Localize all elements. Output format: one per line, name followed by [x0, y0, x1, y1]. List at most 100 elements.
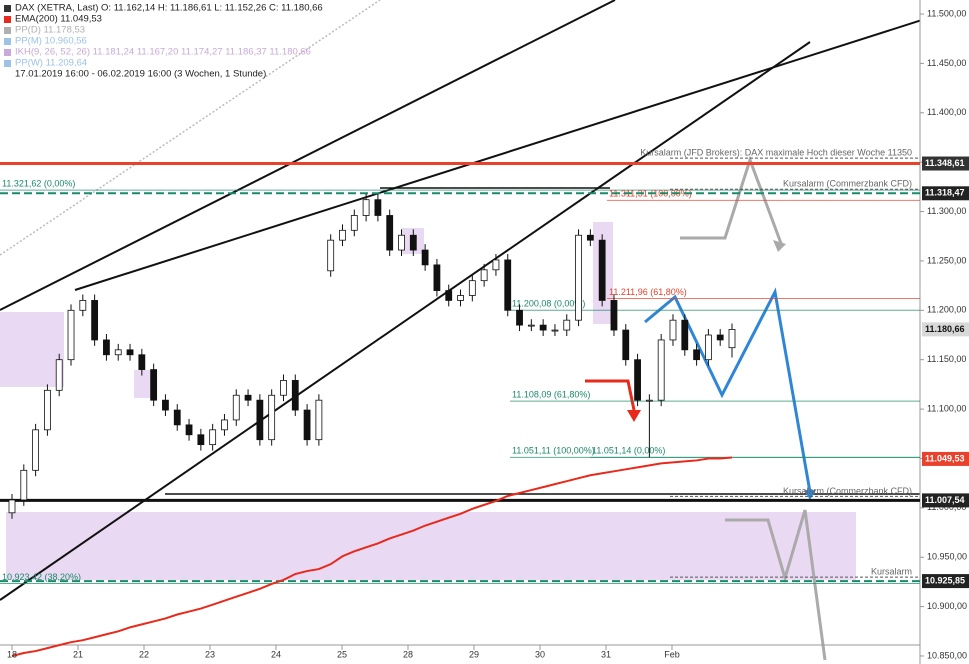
candle-body [433, 264, 441, 291]
candle-body [457, 295, 464, 301]
candle-body [114, 349, 122, 356]
candle-body [374, 199, 382, 216]
candle-body [575, 234, 582, 321]
candle-body [362, 199, 370, 216]
legend-text: IKH(9, 26, 52, 26) 11.181,24 11.167,20 1… [15, 47, 311, 58]
x-tick-label: 24 [271, 649, 281, 659]
price-tag-label: 11.348,61 [925, 158, 965, 168]
candle-body [516, 309, 523, 326]
y-tick-label: 11.500,00 [927, 8, 966, 18]
candle-body [634, 359, 641, 401]
y-tick-label: 11.250,00 [927, 255, 966, 265]
legend-text: EMA(200) 11.049,53 [15, 14, 102, 25]
fib-label: 11.051,11 (100,00%) [512, 446, 595, 456]
legend-swatch [4, 49, 11, 56]
price-tag-label: 11.180,66 [925, 324, 965, 334]
candle-body [256, 399, 264, 441]
alert-label: Kursalarm (Commerzbank CFD) [783, 486, 912, 496]
candle-body [468, 280, 476, 296]
candle-body [268, 394, 276, 441]
y-tick-label: 10.850,00 [927, 650, 967, 660]
candle-body [20, 469, 28, 501]
candle-body [221, 419, 228, 431]
candle-body [209, 429, 217, 446]
trendlines [0, 0, 969, 601]
candle-body [197, 434, 205, 446]
candle-body [563, 319, 571, 331]
legend-swatch [4, 38, 11, 45]
candle-body [704, 334, 712, 361]
candle-body [480, 269, 488, 282]
fib-label: 11.051,14 (0,00%) [592, 446, 665, 456]
candle-body [716, 334, 724, 341]
y-tick-label: 11.100,00 [927, 403, 966, 413]
candle-body [303, 409, 311, 441]
plot: 11.321,62 (0,00%)10.923,42 (38,20%)11.31… [0, 148, 920, 657]
candle-body [350, 215, 358, 231]
fib-label: 11.321,62 (0,00%) [2, 179, 75, 189]
candle-body [291, 380, 299, 411]
candle-body [610, 300, 618, 331]
alert-label: Kursalarm (JFD Brokers): DAX maximale Ho… [640, 148, 912, 158]
x-tick-label: Feb [664, 649, 680, 659]
projections [585, 155, 827, 661]
candle-body [421, 249, 429, 266]
candle-body [244, 394, 252, 401]
price-tag [922, 186, 969, 201]
y-tick-label: 11.450,00 [927, 58, 966, 68]
candle-body [728, 329, 736, 349]
candle-body [622, 329, 630, 361]
price-tag-label: 11.049,53 [925, 453, 965, 463]
y-tick-label: 10.950,00 [927, 552, 967, 562]
candle-body [657, 339, 665, 401]
candle-body [315, 399, 323, 441]
candle-body [232, 394, 240, 421]
candle-body [504, 259, 512, 311]
ema-line [11, 456, 733, 657]
candle-body [586, 234, 594, 241]
candle-body [681, 319, 689, 351]
y-tick-label: 10.900,00 [927, 601, 967, 611]
x-tick-label: 23 [205, 649, 215, 659]
legend-text: PP(M) 10.960,56 [15, 36, 87, 47]
price-tag [922, 493, 969, 508]
candle-body [645, 399, 653, 402]
price-tag-label: 11.318,47 [925, 188, 965, 198]
legend-text: PP(D) 11.178,53 [15, 25, 85, 36]
candle-body [398, 234, 405, 251]
price-tag [922, 322, 969, 337]
candle-body [280, 380, 287, 396]
x-tick-label: 21 [73, 649, 83, 659]
candle-body [551, 329, 559, 332]
price-tag [922, 451, 969, 466]
candle-body [138, 354, 146, 370]
candle-body [693, 349, 700, 361]
candle-body [185, 424, 193, 436]
candle-body [527, 324, 535, 327]
candle-body [32, 429, 40, 471]
candle-body [8, 499, 16, 514]
y-tick-label: 11.400,00 [927, 107, 966, 117]
price-tag [922, 156, 969, 171]
legend-text: PP(W) 11.209,64 [15, 58, 87, 69]
candle-body [539, 324, 547, 331]
candle-body [103, 339, 110, 356]
candle-body [173, 409, 181, 426]
candle-body [598, 239, 606, 301]
y-tick-label: 11.150,00 [927, 354, 966, 364]
alert-label: Kursalarm [871, 566, 912, 576]
candle-body [445, 290, 453, 301]
candle-body [91, 300, 99, 341]
fib-label: 11.108,09 (61,80%) [512, 389, 590, 399]
legend-swatch [4, 60, 11, 67]
x-tick-label: 28 [403, 649, 413, 659]
price-tag [922, 574, 969, 589]
candle-body [67, 309, 75, 361]
y-tick-label: 11.300,00 [927, 206, 966, 216]
candle-body [44, 389, 51, 431]
period-text: 17.01.2019 16:00 - 06.02.2019 16:00 (3 W… [15, 69, 266, 80]
candle-body [126, 349, 134, 356]
x-tick-label: 22 [139, 649, 149, 659]
x-tick-label: 29 [469, 649, 479, 659]
